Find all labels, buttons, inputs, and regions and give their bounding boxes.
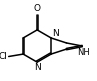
Text: N: N [34,63,41,72]
Text: N: N [52,29,59,38]
Text: NH: NH [77,48,90,57]
Text: Cl: Cl [0,52,8,61]
Text: O: O [34,5,41,14]
